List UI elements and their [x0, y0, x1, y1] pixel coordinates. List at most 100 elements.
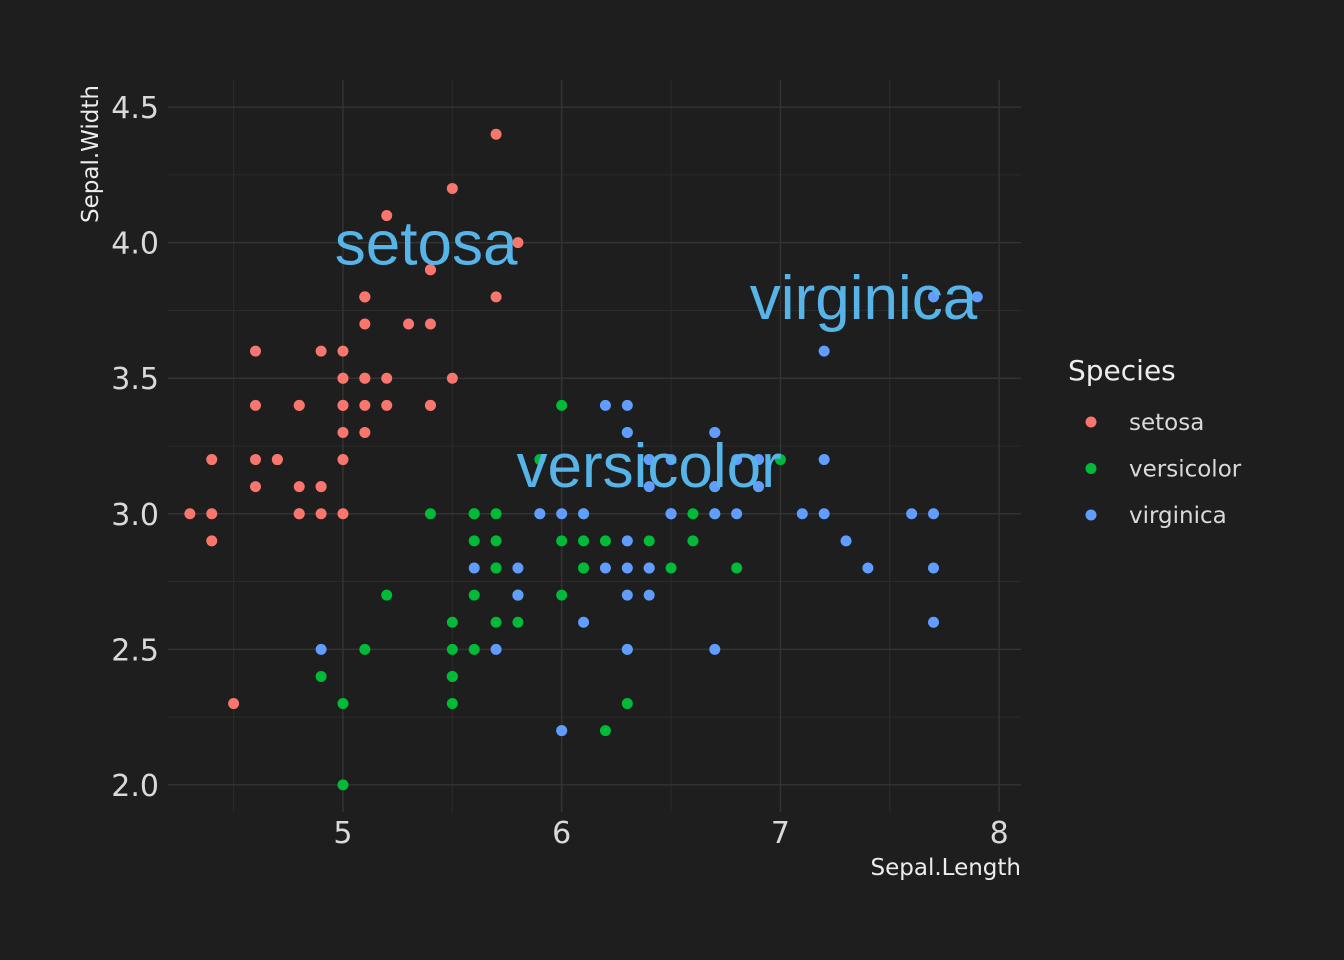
- data-point-virginica: [818, 454, 830, 466]
- data-point-virginica: [709, 508, 721, 520]
- y-axis-title: Sepal.Width: [78, 85, 104, 223]
- data-point-versicolor: [774, 454, 786, 466]
- data-point-setosa: [337, 399, 349, 411]
- data-point-setosa: [446, 182, 458, 194]
- data-point-versicolor: [490, 562, 502, 574]
- data-point-virginica: [621, 562, 633, 574]
- data-point-virginica: [578, 508, 590, 520]
- data-point-versicolor: [446, 643, 458, 655]
- data-point-versicolor: [468, 643, 480, 655]
- data-point-virginica: [643, 562, 655, 574]
- data-point-versicolor: [556, 535, 568, 547]
- annotation-setosa: setosa: [335, 210, 518, 279]
- data-point-virginica: [796, 508, 808, 520]
- data-point-setosa: [359, 399, 371, 411]
- data-point-versicolor: [359, 643, 371, 655]
- legend-title: Species: [1068, 354, 1176, 387]
- annotation-versicolor: versicolor: [517, 432, 782, 501]
- data-point-setosa: [206, 454, 218, 466]
- data-point-virginica: [971, 291, 983, 303]
- legend-label-virginica: virginica: [1129, 503, 1227, 529]
- data-point-versicolor: [556, 399, 568, 411]
- x-axis-title: Sepal.Length: [871, 855, 1021, 881]
- data-point-virginica: [709, 481, 721, 493]
- data-point-virginica: [315, 643, 327, 655]
- data-point-versicolor: [599, 535, 611, 547]
- x-tick-label: 7: [771, 816, 790, 851]
- data-point-setosa: [249, 481, 261, 493]
- data-point-setosa: [381, 210, 393, 222]
- data-point-setosa: [381, 372, 393, 384]
- data-point-virginica: [578, 616, 590, 628]
- data-point-virginica: [468, 562, 480, 574]
- legend-key-virginica: [1085, 509, 1097, 521]
- species-annotations: setosa versicolor virginica: [335, 210, 978, 501]
- data-point-setosa: [490, 291, 502, 303]
- data-point-setosa: [337, 345, 349, 357]
- data-point-setosa: [337, 508, 349, 520]
- data-point-setosa: [228, 698, 240, 710]
- data-point-versicolor: [468, 535, 480, 547]
- data-point-virginica: [621, 643, 633, 655]
- data-point-setosa: [337, 426, 349, 438]
- data-point-versicolor: [424, 508, 436, 520]
- data-point-setosa: [206, 535, 218, 547]
- data-point-versicolor: [534, 454, 546, 466]
- data-point-versicolor: [468, 589, 480, 601]
- data-point-virginica: [840, 535, 852, 547]
- data-point-versicolor: [315, 670, 327, 682]
- data-point-virginica: [753, 481, 765, 493]
- data-point-setosa: [359, 318, 371, 330]
- data-point-virginica: [731, 508, 743, 520]
- y-tick-label: 4.5: [111, 91, 159, 126]
- data-point-versicolor: [578, 562, 590, 574]
- data-point-setosa: [315, 345, 327, 357]
- data-point-setosa: [337, 454, 349, 466]
- data-point-setosa: [249, 454, 261, 466]
- data-point-virginica: [621, 535, 633, 547]
- data-point-virginica: [599, 399, 611, 411]
- data-point-setosa: [315, 508, 327, 520]
- y-tick-labels: 2.0 2.5 3.0 3.5 4.0 4.5: [111, 91, 159, 804]
- data-point-setosa: [249, 399, 261, 411]
- data-point-virginica: [709, 643, 721, 655]
- data-point-versicolor: [665, 562, 677, 574]
- data-point-versicolor: [381, 589, 393, 601]
- legend-label-setosa: setosa: [1129, 410, 1204, 436]
- data-point-versicolor: [687, 535, 699, 547]
- data-point-virginica: [753, 454, 765, 466]
- data-point-setosa: [271, 454, 283, 466]
- data-point-virginica: [643, 454, 655, 466]
- data-point-virginica: [643, 589, 655, 601]
- legend-key-setosa: [1085, 416, 1097, 428]
- data-point-virginica: [818, 345, 830, 357]
- data-point-versicolor: [490, 616, 502, 628]
- data-point-versicolor: [490, 535, 502, 547]
- data-point-virginica: [621, 426, 633, 438]
- data-point-setosa: [424, 399, 436, 411]
- data-point-setosa: [206, 508, 218, 520]
- data-point-virginica: [928, 616, 940, 628]
- legend-label-versicolor: versicolor: [1129, 457, 1242, 483]
- data-point-setosa: [337, 372, 349, 384]
- data-point-virginica: [512, 562, 524, 574]
- data-point-setosa: [359, 291, 371, 303]
- data-point-setosa: [293, 481, 305, 493]
- data-point-virginica: [928, 562, 940, 574]
- data-point-virginica: [512, 589, 524, 601]
- grid-lines: [168, 80, 1021, 812]
- data-point-virginica: [621, 589, 633, 601]
- data-point-setosa: [315, 481, 327, 493]
- data-point-setosa: [424, 264, 436, 276]
- data-point-versicolor: [578, 535, 590, 547]
- data-point-virginica: [643, 481, 655, 493]
- data-point-virginica: [556, 508, 568, 520]
- data-point-versicolor: [512, 616, 524, 628]
- x-tick-label: 6: [552, 816, 571, 851]
- data-point-setosa: [249, 345, 261, 357]
- data-point-virginica: [534, 508, 546, 520]
- data-point-virginica: [928, 291, 940, 303]
- data-point-virginica: [862, 562, 874, 574]
- data-point-virginica: [731, 454, 743, 466]
